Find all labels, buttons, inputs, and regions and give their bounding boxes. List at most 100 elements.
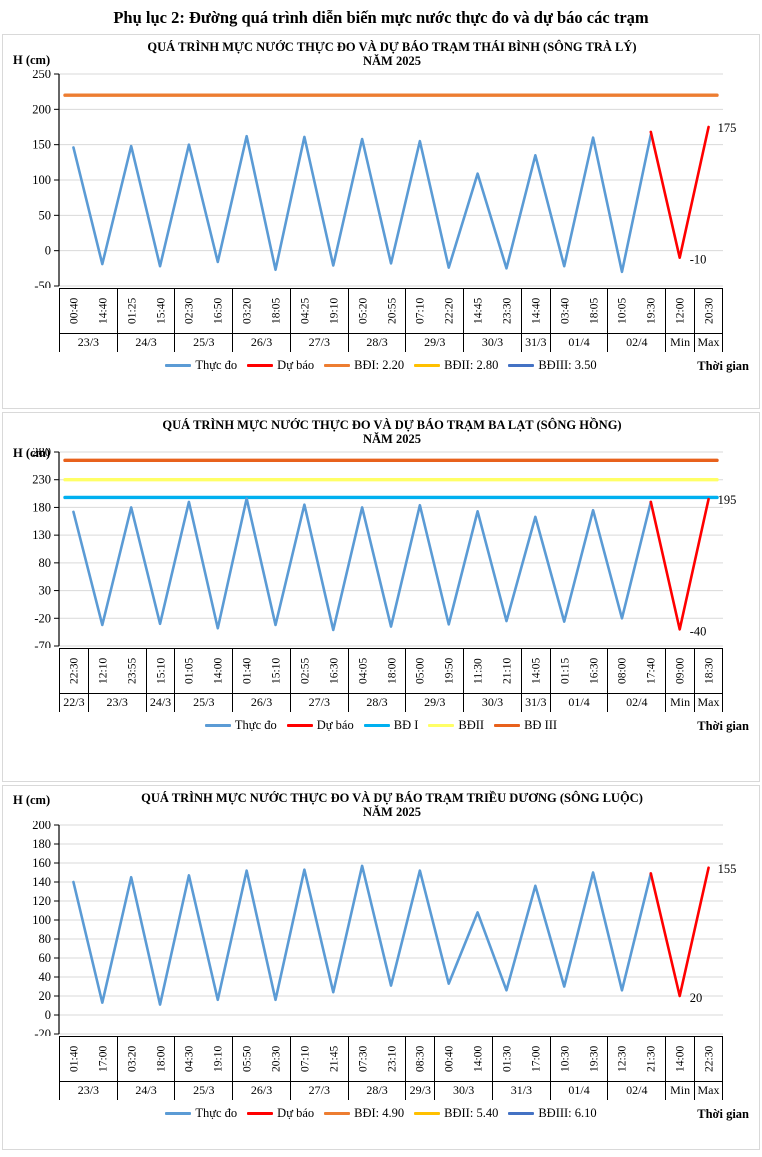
x-axis-time-label: 03:20 [126, 1045, 139, 1073]
legend-item[interactable]: Thực đo [204, 718, 277, 733]
x-axis-time-label: 21:45 [328, 1045, 341, 1073]
x-axis-time-label: 08:00 [616, 657, 629, 685]
x-axis-date-group: 04:05 18:00 28/3 [347, 648, 406, 712]
legend-item[interactable]: BĐIII: 3.50 [508, 358, 597, 373]
x-axis-time-label: 14:00 [212, 657, 225, 685]
x-axis-date-group: 11:30 21:10 30/3 [463, 648, 521, 712]
x-axis-date-group: 07:10 22:20 29/3 [405, 288, 464, 352]
chart-title-line2: NĂM 2025 [363, 54, 421, 68]
x-axis-date-label: 02/4 [626, 335, 648, 349]
y-tick-label: 180 [32, 837, 51, 851]
legend-swatch-icon [494, 724, 521, 727]
legend-item[interactable]: BĐII: 2.80 [414, 358, 498, 373]
legend-swatch-icon [508, 1112, 535, 1115]
legend-swatch-icon [247, 364, 274, 367]
x-axis-date-group: 22:30 Max [694, 1036, 723, 1100]
x-axis-time-label: 03:20 [241, 297, 254, 325]
x-axis-date-group: 12:10 23:55 23/3 [87, 648, 146, 712]
x-axis-time-label: 23:10 [385, 1045, 398, 1073]
x-axis-date-group: 02:30 16:50 25/3 [174, 288, 233, 352]
legend-item[interactable]: BĐ I [363, 718, 418, 733]
x-axis-date-group: 14:00 Min [665, 1036, 695, 1100]
y-tick-label: 50 [39, 208, 52, 222]
x-axis-time-label: 01:15 [559, 657, 572, 685]
legend-item[interactable]: BĐI: 4.90 [324, 1106, 404, 1121]
legend-label: Thực đo [234, 718, 277, 732]
x-axis-time-label: 00:40 [68, 297, 81, 325]
x-axis-time-label: 22:30 [68, 657, 81, 685]
x-axis-time-label: 14:40 [530, 297, 543, 325]
x-axis-time-label: 21:10 [501, 657, 514, 685]
legend-swatch-icon [165, 1112, 192, 1115]
legend-label: BĐ III [524, 718, 558, 732]
legend-item[interactable]: BĐ III [494, 718, 557, 733]
x-axis-date-label: 02/4 [626, 1083, 648, 1097]
legend-swatch-icon [508, 364, 535, 367]
legend-swatch-icon [286, 724, 313, 727]
y-tick-label: 250 [32, 70, 51, 81]
legend-label: BĐII: 2.80 [444, 358, 499, 372]
y-tick-label: 0 [45, 1008, 51, 1022]
legend-label: Thực đo [195, 1106, 238, 1120]
x-axis-date-group: 20:30 Max [694, 288, 723, 352]
y-tick-label: 180 [32, 500, 51, 514]
y-tick-label: 160 [32, 856, 51, 870]
x-axis-time-label: 11:30 [472, 658, 485, 684]
y-tick-label: 80 [39, 932, 52, 946]
x-axis-time-label: 04:05 [357, 657, 370, 685]
x-axis-time-label: 14:00 [472, 1045, 485, 1073]
legend-item[interactable]: BĐII: 5.40 [414, 1106, 498, 1121]
x-axis-date-label: Max [697, 335, 720, 349]
min-value-label: 20 [690, 991, 703, 1005]
x-axis-date-label: 31/3 [525, 335, 547, 349]
x-axis-time-label: 23:55 [126, 657, 139, 685]
legend-item[interactable]: BĐI: 2.20 [324, 358, 404, 373]
x-axis-date-label: 26/3 [250, 335, 273, 349]
x-axis-date-group: 14:05 31/3 [520, 648, 550, 712]
legend-label: BĐII: 5.40 [444, 1106, 499, 1120]
x-axis-date-label: 23/3 [77, 335, 100, 349]
legend-item[interactable]: BĐII [428, 718, 484, 733]
x-axis-date-label: 25/3 [193, 335, 215, 349]
x-axis-time-label: 14:40 [97, 297, 110, 325]
x-axis-time-label: 12:10 [97, 657, 110, 685]
x-axis-date-group: 04:25 19:10 27/3 [289, 288, 348, 352]
legend-label: Dự báo [277, 358, 315, 372]
x-axis-time-label: 20:30 [703, 297, 716, 325]
legend-item[interactable]: Thực đo [165, 1106, 237, 1121]
y-tick-label: 100 [32, 913, 51, 927]
x-axis-time-label: 08:30 [414, 1045, 427, 1073]
x-axis-date-group: 15:10 24/3 [145, 648, 175, 712]
x-axis-time-label: 19:10 [328, 297, 341, 325]
legend-swatch-icon [363, 724, 390, 727]
x-axis-time-label: 00:40 [443, 1045, 456, 1073]
x-axis-date-label: Max [697, 1083, 720, 1097]
legend-item[interactable]: Dự báo [247, 358, 314, 373]
legend-swatch-icon [428, 724, 455, 727]
x-axis-time-label: 15:40 [155, 297, 168, 325]
chart-svg-ba-lat: -70 -20 30 80 130 180 230 280 -40 195 [32, 448, 736, 648]
series-line-forecast [649, 866, 710, 998]
legend-thai-binh: Thực đo Dự báo BĐI: 2.20 BĐII: 2.80 BĐIII: 3… [3, 358, 759, 373]
legend-item[interactable]: Thực đo [165, 358, 237, 373]
x-axis-time-label: 05:20 [357, 297, 370, 325]
x-axis-time-label: 20:30 [270, 1045, 283, 1073]
x-axis-date-group: 08:00 17:40 02/4 [607, 648, 666, 712]
x-axis-ba-lat: 22:30 22/3 12:10 23:55 23/3 15:10 24/3 01:05 14:… [3, 648, 759, 712]
x-axis-thai-binh: 00:40 14:40 23/3 01:25 15:40 24/3 02:30 16:50 25… [3, 288, 759, 352]
legend-label: BĐIII: 3.50 [538, 358, 597, 372]
max-value-label: 175 [718, 121, 737, 135]
plot-wrap-thai-binh: -50 0 50 100 150 200 250 -10 175 00:40 14:40 23/3 0… [3, 70, 759, 352]
x-axis-date-label: 23/3 [106, 695, 128, 709]
x-axis-date-group: 10:30 19:30 01/4 [549, 1036, 608, 1100]
legend-item[interactable]: BĐIII: 6.10 [508, 1106, 597, 1121]
legend-swatch-icon [324, 364, 351, 367]
legend-item[interactable]: Dự báo [286, 718, 354, 733]
legend-item[interactable]: Dự báo [247, 1106, 314, 1121]
x-axis-date-label: Min [670, 695, 691, 709]
chart-title-thai-binh: QUÁ TRÌNH MỰC NƯỚC THỰC ĐO VÀ DỰ BÁO TRẠ… [3, 35, 759, 68]
chart-svg-trieu-duong: -20 0 20 40 60 80 100 120 140 160 180 200 20 155 [32, 821, 736, 1036]
x-axis-date-group: 01:15 16:30 01/4 [549, 648, 608, 712]
y-tick-label: 0 [45, 244, 51, 258]
